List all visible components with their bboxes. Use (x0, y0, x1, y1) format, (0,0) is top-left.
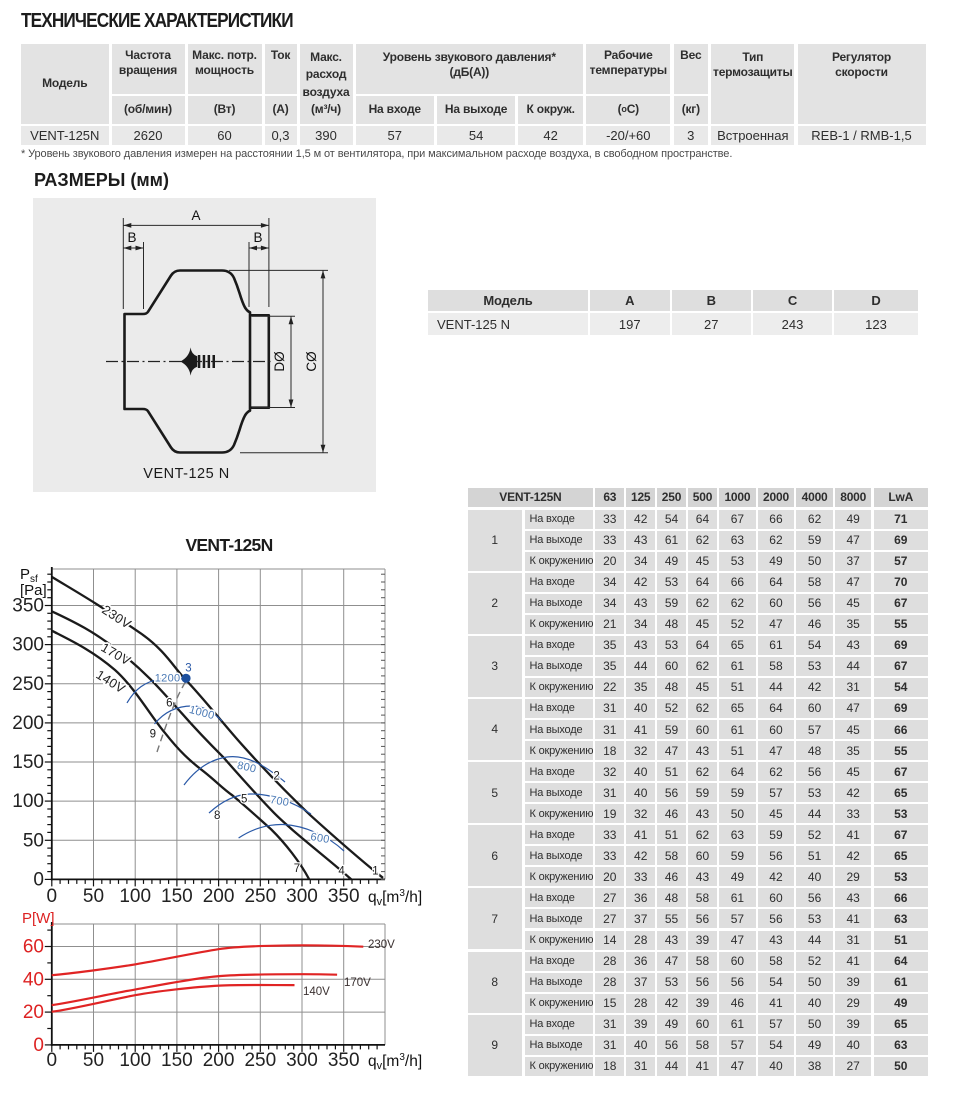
svg-text:qv[m3/h]: qv[m3/h] (368, 1052, 422, 1072)
svg-text:P[W]: P[W] (22, 910, 55, 927)
svg-text:200: 200 (203, 886, 235, 907)
svg-text:DØ: DØ (272, 351, 287, 372)
svg-text:VENT-125 N: VENT-125 N (143, 466, 229, 482)
svg-text:1200: 1200 (155, 672, 181, 684)
svg-text:350: 350 (328, 1050, 360, 1071)
svg-text:600: 600 (309, 831, 330, 846)
svg-text:140V: 140V (93, 667, 128, 696)
svg-text:qv[m3/h]: qv[m3/h] (368, 888, 422, 908)
svg-text:1: 1 (372, 866, 378, 878)
svg-text:6: 6 (166, 698, 172, 710)
svg-text:150: 150 (161, 886, 193, 907)
svg-text:0: 0 (47, 1050, 58, 1071)
svg-text:5: 5 (241, 794, 247, 806)
svg-text:0: 0 (47, 886, 58, 907)
svg-text:50: 50 (83, 1050, 104, 1071)
svg-text:250: 250 (244, 886, 276, 907)
svg-text:60: 60 (23, 937, 44, 958)
svg-text:250: 250 (12, 674, 44, 695)
svg-text:250: 250 (244, 1050, 276, 1071)
svg-text:4: 4 (338, 866, 345, 878)
svg-text:B: B (127, 230, 136, 245)
svg-text:350: 350 (328, 886, 360, 907)
svg-text:50: 50 (23, 830, 44, 851)
svg-text:300: 300 (286, 1050, 318, 1071)
svg-text:20: 20 (23, 1002, 44, 1023)
svg-text:350: 350 (12, 596, 44, 617)
svg-text:CØ: CØ (304, 351, 319, 372)
svg-text:B: B (253, 230, 262, 245)
svg-text:8: 8 (214, 810, 220, 822)
svg-text:100: 100 (119, 886, 151, 907)
svg-text:200: 200 (203, 1050, 235, 1071)
svg-text:100: 100 (119, 1050, 151, 1071)
svg-text:0: 0 (33, 869, 44, 890)
svg-text:170V: 170V (344, 977, 371, 989)
svg-text:230V: 230V (368, 939, 395, 951)
svg-text:150: 150 (161, 1050, 193, 1071)
svg-text:9: 9 (150, 728, 156, 740)
svg-text:[Pa]: [Pa] (20, 582, 47, 599)
svg-text:200: 200 (12, 713, 44, 734)
svg-text:0: 0 (33, 1035, 44, 1056)
svg-text:300: 300 (286, 886, 318, 907)
svg-text:100: 100 (12, 791, 44, 812)
svg-text:50: 50 (83, 886, 104, 907)
svg-text:3: 3 (185, 663, 191, 675)
svg-text:2: 2 (273, 770, 279, 782)
svg-text:A: A (191, 208, 200, 223)
svg-text:230V: 230V (99, 602, 134, 632)
svg-text:140V: 140V (303, 986, 330, 998)
svg-text:150: 150 (12, 752, 44, 773)
svg-text:40: 40 (23, 969, 44, 990)
svg-text:700: 700 (269, 794, 290, 809)
svg-text:7: 7 (294, 863, 300, 875)
svg-text:300: 300 (12, 635, 44, 656)
svg-text:1000: 1000 (188, 704, 216, 722)
svg-text:170V: 170V (99, 640, 134, 669)
